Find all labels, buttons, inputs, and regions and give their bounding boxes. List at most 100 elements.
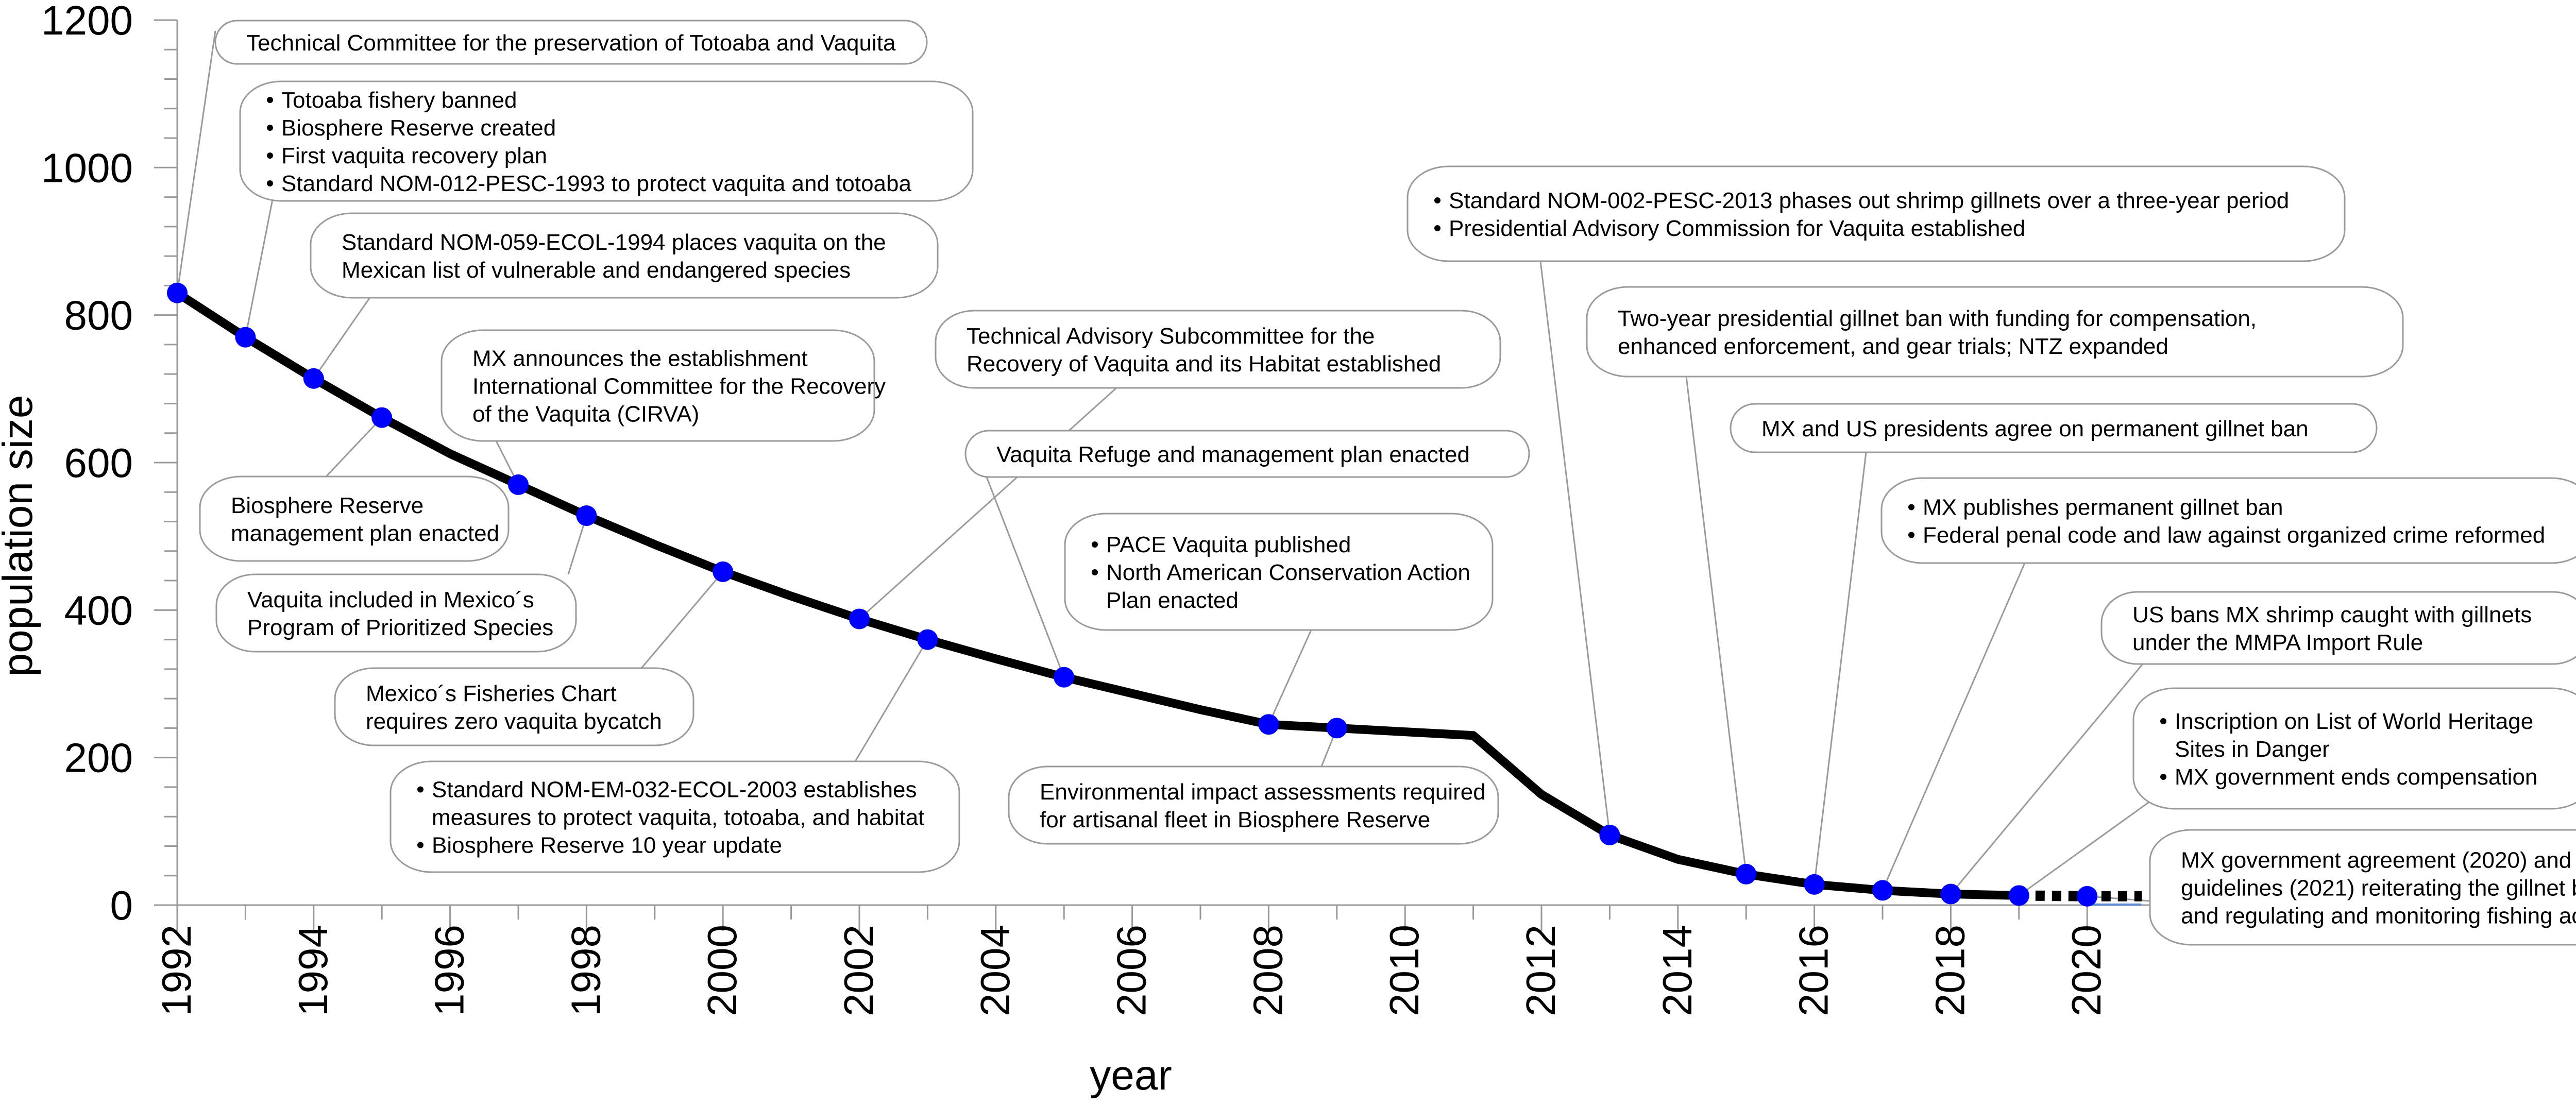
data-point xyxy=(576,505,597,526)
x-tick-label: 2004 xyxy=(972,925,1018,1016)
leader-line xyxy=(1539,261,1611,836)
annotation-text: enhanced enforcement, and gear trials; N… xyxy=(1618,334,2168,359)
leader-line xyxy=(854,639,928,762)
data-point xyxy=(917,629,938,650)
data-point xyxy=(1940,883,1961,905)
annotation-text: Technical Committee for the preservation… xyxy=(246,30,896,56)
x-tick-label: 1996 xyxy=(427,925,472,1016)
annotation-callout: Vaquita included in Mexico´s Program of P… xyxy=(215,573,577,653)
annotation-text: measures to protect vaquita, totoaba, an… xyxy=(432,805,924,830)
bullet-dot xyxy=(1434,225,1440,231)
annotation-callout: Standard NOM-059-ECOL-1994 places vaquit… xyxy=(310,212,939,299)
annotation-text: US bans MX shrimp caught with gillnets xyxy=(2132,602,2532,627)
bullet-dot xyxy=(2160,718,2166,724)
annotation-box xyxy=(1064,513,1494,631)
data-point xyxy=(849,608,870,629)
annotation-callout: Environmental impact assessments require… xyxy=(1008,765,1499,845)
annotation-text: Standard NOM-002-PESC-2013 phases out sh… xyxy=(1449,188,2289,213)
annotation-box xyxy=(215,573,577,653)
annotation-text: North American Conservation Action xyxy=(1106,560,1470,585)
annotation-text: requires zero vaquita bycatch xyxy=(366,709,662,734)
annotation-callout: Technical Committee for the preservation… xyxy=(214,20,928,65)
annotation-text: Vaquita included in Mexico´s xyxy=(247,587,534,612)
x-axis-label: year xyxy=(1090,1052,1172,1099)
annotation-text: Mexican list of vulnerable and endangere… xyxy=(342,258,851,283)
annotation-callout: Biosphere Reserve management plan enacted xyxy=(199,475,510,562)
annotation-callout: Standard NOM-002-PESC-2013 phases out sh… xyxy=(1406,165,2346,262)
x-tick-label: 2018 xyxy=(1927,925,1973,1016)
annotation-callout: Standard NOM-EM-032-ECOL-2003 establishe… xyxy=(389,760,960,873)
annotation-text: Biosphere Reserve 10 year update xyxy=(432,833,782,858)
bullet-dot xyxy=(267,180,273,186)
x-tick-label: 1994 xyxy=(290,925,336,1016)
annotation-callout: MX publishes permanent gillnet ban Federa… xyxy=(1880,477,2576,564)
bullet-dot xyxy=(267,125,273,131)
x-tick-label: 2016 xyxy=(1791,925,1837,1016)
data-point xyxy=(1804,874,1825,895)
annotation-box xyxy=(1406,165,2346,262)
annotation-text: MX publishes permanent gillnet ban xyxy=(1923,495,2283,520)
x-tick-label: 2010 xyxy=(1381,925,1427,1016)
annotation-text: Standard NOM-EM-032-ECOL-2003 establishe… xyxy=(432,777,917,803)
annotation-box xyxy=(310,212,939,299)
data-point xyxy=(1258,714,1279,735)
bullet-dot xyxy=(2160,774,2166,780)
data-point xyxy=(1736,863,1757,884)
annotation-text: Program of Prioritized Species xyxy=(247,615,553,640)
data-point xyxy=(2008,885,2029,906)
data-point xyxy=(1326,718,1347,739)
annotation-callouts: Technical Committee for the preservation… xyxy=(199,20,2576,946)
annotation-box xyxy=(1008,765,1499,845)
data-markers xyxy=(167,282,2098,907)
bullet-dot xyxy=(267,97,273,103)
annotation-callout: MX government agreement (2020) and guidel… xyxy=(2149,829,2576,946)
annotation-text: Standard NOM-012-PESC-1993 to protect va… xyxy=(281,171,911,196)
annotation-box xyxy=(334,667,694,746)
bullet-dot xyxy=(1908,532,1914,538)
annotation-text: Recovery of Vaquita and its Habitat esta… xyxy=(967,351,1441,377)
annotation-text: management plan enacted xyxy=(231,521,499,546)
leader-line xyxy=(986,477,1065,678)
data-point xyxy=(167,282,188,303)
annotation-text: under the MMPA Import Rule xyxy=(2132,630,2423,655)
series-line-1 xyxy=(175,289,2019,900)
y-tick-label: 1000 xyxy=(41,145,133,191)
leader-line xyxy=(1882,563,2026,891)
annotation-text: Biosphere Reserve xyxy=(231,493,423,518)
annotation-box xyxy=(964,430,1530,478)
y-tick-label: 400 xyxy=(64,587,133,633)
leader-line xyxy=(325,417,383,478)
leader-line xyxy=(858,387,1117,620)
leader-line xyxy=(640,571,724,669)
bullet-dot xyxy=(1434,197,1440,203)
bullet-dot xyxy=(1092,569,1098,575)
annotation-box xyxy=(214,20,928,65)
x-tick-label: 2020 xyxy=(2063,925,2109,1016)
annotation-text: Totoaba fishery banned xyxy=(281,88,517,113)
annotation-box xyxy=(199,475,510,562)
axes: 0 200 400 600 800 1000 1200 1992 1994 1996 1998 200… xyxy=(41,0,2156,1016)
annotation-text: MX and US presidents agree on permanent … xyxy=(1761,416,2309,441)
data-point xyxy=(371,407,393,428)
annotation-box xyxy=(239,80,974,202)
annotation-leaders xyxy=(176,30,2165,906)
leader-line xyxy=(1950,663,2144,895)
annotation-text: Mexico´s Fisheries Chart xyxy=(366,681,617,706)
annotation-text: MX announces the establishment xyxy=(472,346,808,371)
leader-line xyxy=(2018,790,2165,896)
bullet-dot xyxy=(267,152,273,159)
data-point xyxy=(713,561,734,582)
bullet-dot xyxy=(417,842,423,848)
annotation-text: Vaquita Refuge and management plan enact… xyxy=(996,442,1470,467)
annotation-text: PACE Vaquita published xyxy=(1106,532,1351,557)
annotation-box xyxy=(2132,687,2576,810)
annotation-text: of the Vaquita (CIRVA) xyxy=(472,402,699,427)
y-tick-label: 0 xyxy=(110,882,133,928)
bullet-dot xyxy=(1908,504,1914,511)
x-tick-label: 2000 xyxy=(699,925,745,1016)
data-point xyxy=(1872,880,1893,901)
x-tick-label: 2008 xyxy=(1245,925,1291,1016)
annotation-text: for artisanal fleet in Biosphere Reserve xyxy=(1040,807,1430,832)
